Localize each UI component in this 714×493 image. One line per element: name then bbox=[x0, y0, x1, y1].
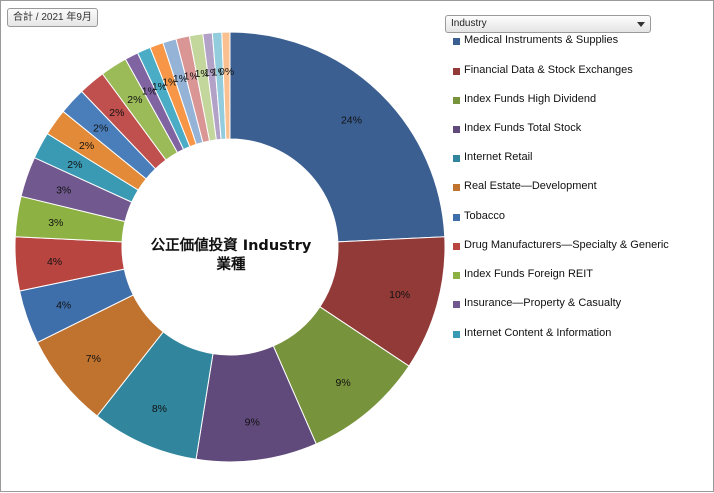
legend-swatch bbox=[453, 331, 460, 338]
slice-data-label-11: 2% bbox=[67, 159, 82, 171]
legend-label: Insurance—Property & Casualty bbox=[464, 297, 622, 309]
slice-data-label-2: 10% bbox=[389, 289, 410, 301]
chart-title-line1: 公正価値投資 Industry bbox=[150, 238, 312, 254]
slice-data-label-4: 9% bbox=[245, 417, 260, 429]
legend-label: Financial Data & Stock Exchanges bbox=[464, 64, 633, 76]
legend-label: Internet Content & Information bbox=[464, 327, 612, 339]
slice-data-label-3: 9% bbox=[336, 377, 351, 389]
slice-data-label-20: 1% bbox=[184, 70, 199, 82]
legend-label: Drug Manufacturers—Specialty & Generic bbox=[464, 239, 669, 251]
slice-data-label-1: 24% bbox=[341, 115, 362, 127]
donut-slice-1[interactable] bbox=[229, 31, 446, 243]
legend-label: Index Funds Total Stock bbox=[464, 122, 582, 134]
legend-swatch bbox=[453, 301, 460, 308]
legend-field-label: Industry bbox=[451, 18, 487, 29]
legend-swatch bbox=[453, 126, 460, 133]
slice-data-label-5: 8% bbox=[152, 403, 167, 415]
slice-data-label-7: 4% bbox=[56, 300, 71, 312]
legend-swatch bbox=[453, 243, 460, 250]
slice-data-label-12: 2% bbox=[79, 140, 94, 152]
slice-data-label-13: 2% bbox=[93, 123, 108, 135]
filter-field-button[interactable]: 合計 / 2021 年9月 bbox=[7, 8, 98, 27]
chart-title: 公正価値投資 Industry 業種 bbox=[121, 237, 341, 275]
legend-swatch bbox=[453, 97, 460, 104]
legend-label: Index Funds Foreign REIT bbox=[464, 268, 594, 280]
legend-label: Real Estate—Development bbox=[464, 180, 597, 192]
legend-label: Internet Retail bbox=[464, 151, 533, 163]
slice-data-label-10: 3% bbox=[56, 184, 71, 196]
slice-data-label-9: 3% bbox=[48, 217, 63, 229]
legend-swatch bbox=[453, 184, 460, 191]
legend-swatch bbox=[453, 68, 460, 75]
slice-data-label-18: 1% bbox=[162, 77, 177, 89]
legend-label: Medical Instruments & Supplies bbox=[464, 34, 619, 46]
slice-data-label-6: 7% bbox=[86, 353, 101, 365]
slice-data-label-16: 1% bbox=[142, 86, 157, 98]
slice-data-label-19: 1% bbox=[173, 73, 188, 85]
legend-swatch bbox=[453, 214, 460, 221]
chevron-down-icon[interactable] bbox=[637, 22, 645, 27]
legend-label: Tobacco bbox=[464, 210, 505, 222]
slice-data-label-8: 4% bbox=[47, 256, 62, 268]
legend-swatch bbox=[453, 272, 460, 279]
slice-data-label-17: 1% bbox=[152, 81, 167, 93]
donut-slice-24[interactable] bbox=[221, 31, 231, 140]
slice-data-label-24: 0% bbox=[219, 66, 234, 78]
slice-data-label-21: 1% bbox=[195, 68, 210, 80]
legend-swatch bbox=[453, 155, 460, 162]
chart-title-line2: 業種 bbox=[216, 257, 246, 273]
legend-field-dropdown[interactable]: Industry bbox=[445, 15, 651, 33]
legend-label: Index Funds High Dividend bbox=[464, 93, 597, 105]
legend-swatch bbox=[453, 38, 460, 45]
slice-data-label-15: 2% bbox=[127, 94, 142, 106]
slice-data-label-14: 2% bbox=[109, 107, 124, 119]
